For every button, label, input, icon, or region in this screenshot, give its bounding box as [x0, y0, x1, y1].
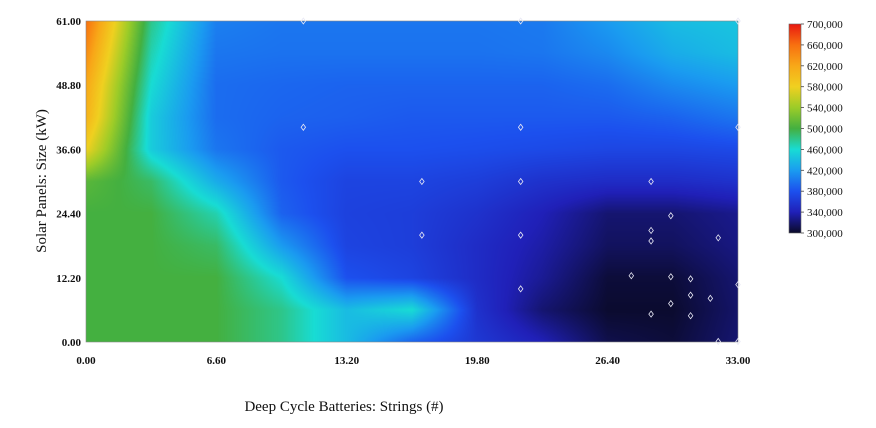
plot-frame	[85, 20, 739, 343]
data-marker	[668, 273, 674, 281]
colorbar-tick-label: 300,000	[807, 228, 843, 240]
data-marker	[715, 337, 721, 346]
data-marker	[687, 291, 694, 299]
data-marker	[648, 237, 654, 245]
x-tick-label: 19.80	[465, 355, 490, 367]
x-tick-label: 0.00	[76, 355, 96, 367]
data-marker	[419, 231, 425, 239]
y-tick-label: 0.00	[62, 337, 82, 349]
data-marker	[300, 123, 307, 131]
heatmap-image	[86, 21, 738, 342]
data-marker	[648, 310, 654, 318]
y-tick-label: 12.20	[56, 273, 81, 285]
data-marker	[648, 226, 654, 235]
y-tick-layer: 0.00 12.20 24.40 36.60 48.80 61.00	[56, 16, 81, 349]
data-marker	[517, 231, 524, 239]
data-marker	[687, 275, 694, 283]
colorbar-tick-label: 460,000	[807, 144, 843, 156]
data-marker	[735, 337, 741, 346]
colorbar-tick-label: 700,000	[807, 19, 843, 31]
data-marker	[715, 234, 721, 242]
data-marker	[668, 212, 674, 220]
colorbar-gradient	[788, 23, 802, 234]
x-tick-label: 33.00	[726, 355, 751, 367]
colorbar-tick-label: 540,000	[807, 103, 843, 115]
data-marker	[300, 17, 307, 25]
y-tick-label: 24.40	[56, 209, 81, 221]
data-marker	[648, 177, 654, 186]
y-tick-label: 61.00	[56, 16, 81, 28]
colorbar-tick-label: 340,000	[807, 207, 843, 219]
data-marker	[517, 123, 524, 131]
x-tick-layer: 0.00 6.60 13.20 19.80 26.40 33.00	[76, 355, 751, 367]
colorbar-tick-label: 500,000	[807, 124, 843, 136]
data-marker	[735, 123, 741, 131]
y-axis-label: Solar Panels: Size (kW)	[34, 109, 50, 253]
x-tick-label: 26.40	[595, 355, 620, 367]
colorbar-tick-label: 420,000	[807, 165, 843, 177]
data-marker	[517, 285, 524, 293]
colorbar-tick-label: 660,000	[807, 40, 843, 52]
colorbar-tick-layer: 700,000 660,000 620,000 580,000 540,000 500,0…	[801, 19, 843, 240]
x-axis-label: Deep Cycle Batteries: Strings (#)	[244, 399, 443, 415]
data-marker	[668, 299, 674, 308]
y-tick-label: 36.60	[56, 144, 81, 156]
colorbar-tick-label: 580,000	[807, 82, 843, 94]
data-marker	[517, 177, 524, 186]
data-marker	[419, 177, 425, 186]
x-tick-label: 6.60	[207, 355, 227, 367]
colorbar	[788, 23, 802, 234]
y-tick-label: 48.80	[56, 80, 81, 92]
data-marker	[628, 272, 635, 280]
data-marker	[707, 294, 714, 302]
data-marker	[687, 312, 694, 320]
x-tick-label: 13.20	[334, 355, 359, 367]
colorbar-tick-label: 380,000	[807, 186, 843, 198]
data-marker-layer	[300, 17, 741, 346]
data-marker	[735, 280, 741, 289]
heatmap-surface	[86, 21, 738, 342]
data-marker	[735, 17, 741, 25]
colorbar-tick-label: 620,000	[807, 61, 843, 73]
data-marker	[517, 17, 524, 25]
